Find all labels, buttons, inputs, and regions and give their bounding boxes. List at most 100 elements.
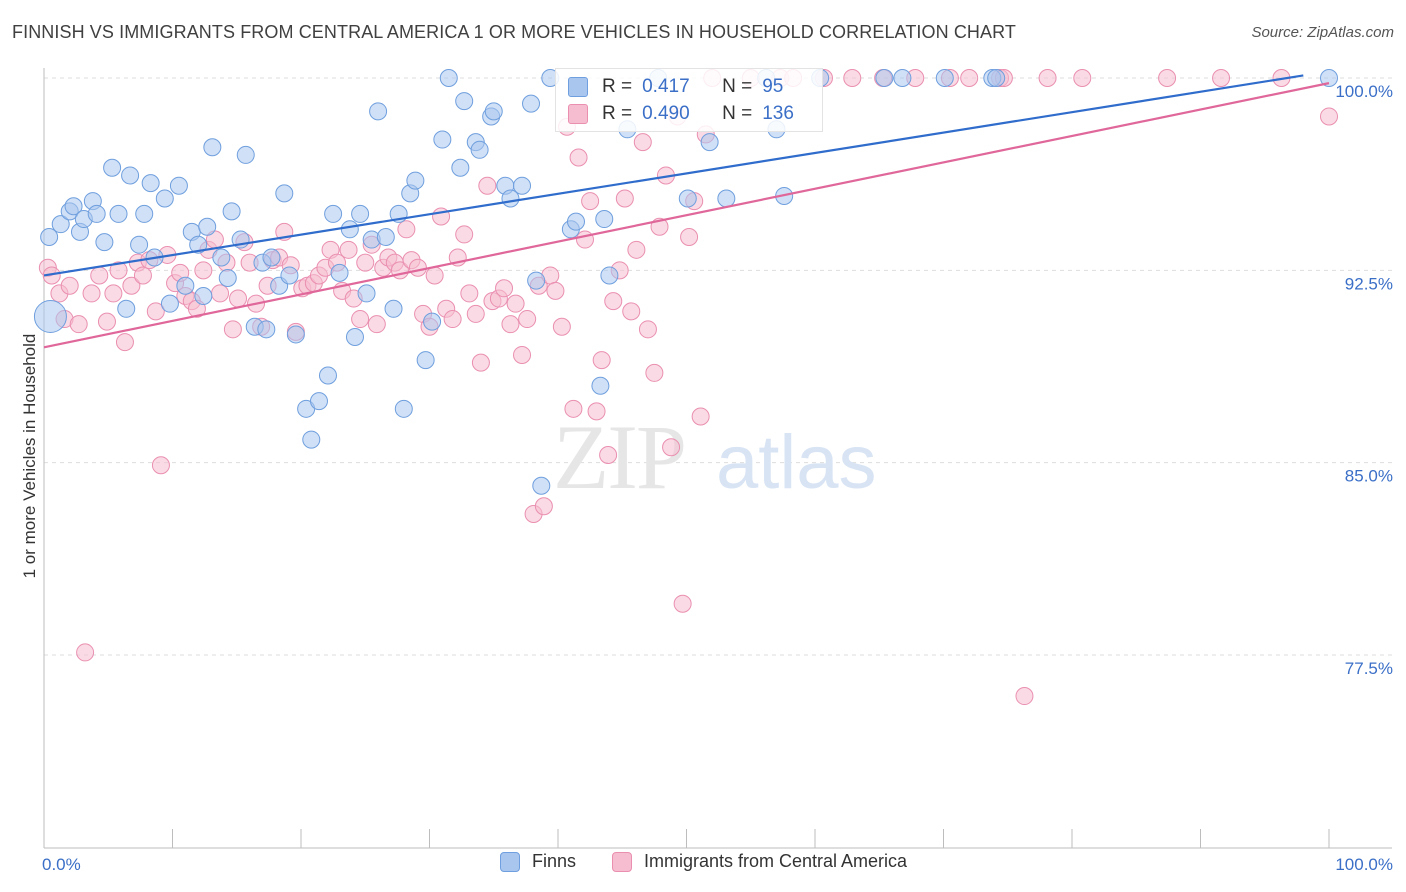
finns-point-37[interactable] bbox=[275, 184, 294, 203]
finns-point-58[interactable] bbox=[416, 351, 435, 370]
central-america-point-95[interactable] bbox=[599, 445, 618, 464]
finns-point-73[interactable] bbox=[532, 476, 551, 495]
central-america-point-74[interactable] bbox=[478, 176, 497, 195]
central-america-point-86[interactable] bbox=[546, 281, 565, 300]
central-america-point-62[interactable] bbox=[408, 258, 427, 277]
central-america-point-131[interactable] bbox=[1320, 107, 1338, 126]
central-america-point-53[interactable] bbox=[356, 253, 375, 272]
finns-point-24[interactable] bbox=[194, 286, 213, 305]
central-america-point-31[interactable] bbox=[229, 289, 248, 308]
central-america-point-4[interactable] bbox=[60, 276, 79, 295]
finns-point-82[interactable] bbox=[678, 189, 697, 208]
finns-point-25[interactable] bbox=[198, 217, 217, 236]
central-america-point-106[interactable] bbox=[662, 438, 681, 457]
central-america-point-1[interactable] bbox=[42, 266, 61, 285]
finns-point-79[interactable] bbox=[600, 266, 619, 285]
central-america-point-109[interactable] bbox=[680, 227, 699, 246]
finns-point-48[interactable] bbox=[351, 204, 370, 223]
central-america-point-65[interactable] bbox=[425, 266, 444, 285]
central-america-point-92[interactable] bbox=[581, 192, 600, 211]
central-america-point-79[interactable] bbox=[506, 294, 525, 313]
finns-point-44[interactable] bbox=[324, 204, 343, 223]
central-america-point-5[interactable] bbox=[69, 315, 88, 334]
finns-point-38[interactable] bbox=[280, 266, 299, 285]
finns-point-70[interactable] bbox=[513, 176, 532, 195]
central-america-point-118[interactable] bbox=[843, 69, 862, 87]
central-america-point-80[interactable] bbox=[513, 345, 532, 364]
central-america-point-81[interactable] bbox=[518, 310, 537, 329]
central-america-point-15[interactable] bbox=[133, 266, 152, 285]
finns-point-28[interactable] bbox=[218, 269, 237, 288]
finns-point-9[interactable] bbox=[95, 233, 114, 252]
finns-point-14[interactable] bbox=[130, 235, 149, 254]
central-america-point-25[interactable] bbox=[194, 261, 213, 280]
finns-point-42[interactable] bbox=[309, 392, 328, 411]
finns-point-45[interactable] bbox=[330, 263, 349, 282]
central-america-point-18[interactable] bbox=[151, 456, 170, 475]
legend-item-central[interactable]: Immigrants from Central America bbox=[612, 851, 907, 872]
central-america-point-28[interactable] bbox=[211, 284, 230, 303]
central-america-point-93[interactable] bbox=[587, 402, 606, 421]
central-america-point-99[interactable] bbox=[622, 302, 641, 321]
central-america-point-52[interactable] bbox=[351, 310, 370, 329]
central-america-point-127[interactable] bbox=[1073, 69, 1092, 87]
central-america-point-30[interactable] bbox=[223, 320, 242, 339]
finns-point-18[interactable] bbox=[155, 189, 174, 208]
central-america-point-108[interactable] bbox=[673, 594, 692, 613]
finns-point-8[interactable] bbox=[87, 204, 106, 223]
finns-point-94[interactable] bbox=[1320, 69, 1338, 87]
finns-point-11[interactable] bbox=[109, 204, 128, 223]
finns-point-65[interactable] bbox=[470, 140, 489, 159]
finns-point-67[interactable] bbox=[484, 102, 503, 121]
central-america-point-77[interactable] bbox=[495, 279, 514, 298]
finns-point-39[interactable] bbox=[286, 325, 305, 344]
finns-point-4[interactable] bbox=[64, 197, 83, 216]
finns-point-16[interactable] bbox=[141, 174, 160, 193]
finns-point-12[interactable] bbox=[117, 299, 136, 318]
central-america-point-9[interactable] bbox=[97, 312, 116, 331]
central-america-point-91[interactable] bbox=[575, 230, 594, 249]
central-america-point-11[interactable] bbox=[109, 261, 128, 280]
central-america-point-71[interactable] bbox=[460, 284, 479, 303]
finns-point-71[interactable] bbox=[522, 94, 541, 113]
central-america-point-72[interactable] bbox=[466, 304, 485, 323]
central-america-point-55[interactable] bbox=[367, 315, 386, 334]
finns-point-13[interactable] bbox=[121, 166, 140, 185]
finns-point-20[interactable] bbox=[169, 176, 188, 195]
legend-item-finns[interactable]: Finns bbox=[500, 851, 576, 872]
finns-point-19[interactable] bbox=[160, 294, 179, 313]
finns-point-26[interactable] bbox=[203, 138, 222, 157]
central-america-point-73[interactable] bbox=[471, 353, 490, 372]
finns-point-57[interactable] bbox=[406, 171, 425, 190]
finns-point-47[interactable] bbox=[345, 328, 364, 347]
central-america-point-125[interactable] bbox=[1015, 687, 1034, 706]
finns-point-55[interactable] bbox=[394, 399, 413, 418]
finns-point-29[interactable] bbox=[222, 202, 241, 221]
central-america-point-84[interactable] bbox=[534, 497, 553, 516]
finns-point-31[interactable] bbox=[236, 145, 255, 164]
central-america-point-7[interactable] bbox=[82, 284, 101, 303]
finns-point-15[interactable] bbox=[135, 204, 154, 223]
finns-point-91[interactable] bbox=[935, 69, 954, 87]
finns-point-53[interactable] bbox=[384, 299, 403, 318]
finns-point-2[interactable] bbox=[51, 215, 70, 234]
central-america-point-98[interactable] bbox=[615, 189, 634, 208]
finns-point-27[interactable] bbox=[212, 248, 231, 267]
finns-point-59[interactable] bbox=[423, 312, 442, 331]
finns-point-76[interactable] bbox=[566, 212, 585, 231]
central-america-point-100[interactable] bbox=[627, 240, 646, 259]
central-america-point-126[interactable] bbox=[1038, 69, 1057, 87]
finns-point-35[interactable] bbox=[262, 248, 281, 267]
finns-point-60[interactable] bbox=[433, 130, 452, 149]
finns-point-72[interactable] bbox=[527, 271, 546, 290]
finns-point-77[interactable] bbox=[591, 376, 610, 395]
central-america-point-17[interactable] bbox=[146, 302, 165, 321]
central-america-point-103[interactable] bbox=[645, 363, 664, 382]
finns-point-61[interactable] bbox=[439, 69, 458, 87]
central-america-point-111[interactable] bbox=[691, 407, 710, 426]
central-america-point-13[interactable] bbox=[122, 276, 141, 295]
finns-point-93[interactable] bbox=[987, 69, 1006, 87]
central-america-point-10[interactable] bbox=[104, 284, 123, 303]
finns-point-90[interactable] bbox=[893, 69, 912, 87]
central-america-point-50[interactable] bbox=[339, 240, 358, 259]
